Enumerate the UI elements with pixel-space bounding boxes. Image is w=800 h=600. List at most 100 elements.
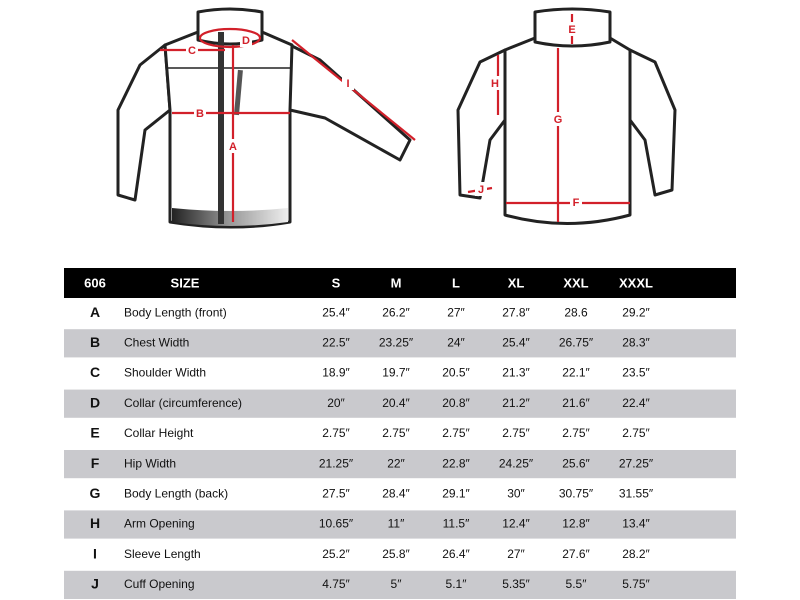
label-background (570, 195, 582, 209)
size-value: 2.75″ (382, 426, 410, 440)
measurement-name: Shoulder Width (124, 366, 206, 380)
size-value: 21.3″ (502, 366, 530, 380)
size-value: 20.5″ (442, 366, 470, 380)
row-letter: E (90, 425, 99, 441)
row-letter: F (91, 455, 100, 471)
measurement-name: Collar Height (124, 426, 194, 440)
size-value: 2.75″ (442, 426, 470, 440)
row-letter: H (90, 515, 100, 531)
size-table: 606 SIZE S M L XL XXL XXXL A Body Length (front) 2… (64, 268, 736, 599)
measurement-name: Sleeve Length (124, 547, 201, 561)
size-value: 28.3″ (622, 335, 650, 349)
row-letter: D (90, 394, 100, 410)
size-value: 21.6″ (562, 396, 590, 410)
size-value: 5″ (391, 577, 403, 591)
size-value: 26.2″ (382, 305, 410, 319)
measurement-name: Cuff Opening (124, 577, 195, 591)
measurement-name: Arm Opening (124, 517, 195, 531)
size-value: 29.1″ (442, 486, 470, 500)
label-background (194, 106, 206, 120)
header-cell: XL (508, 275, 525, 290)
header-cell: XXXL (619, 275, 653, 290)
size-value: 23.5″ (622, 366, 650, 380)
size-value: 18.9″ (322, 366, 350, 380)
label-background (475, 182, 487, 196)
size-value: 11.5″ (443, 517, 470, 531)
row-shade (64, 450, 736, 479)
size-value: 31.55″ (619, 486, 654, 500)
size-value: 5.35″ (502, 577, 530, 591)
label-background (342, 76, 354, 90)
size-value: 30″ (507, 486, 525, 500)
label-background (240, 33, 252, 47)
size-value: 2.75″ (322, 426, 350, 440)
header-cell: 606 (84, 275, 106, 290)
size-value: 22.4″ (622, 396, 650, 410)
size-value: 11″ (388, 517, 405, 531)
measurement-name: Body Length (back) (124, 486, 228, 500)
size-value: 27.6″ (562, 547, 590, 561)
size-value: 2.75″ (562, 426, 590, 440)
row-shade (64, 570, 736, 599)
header-bar (64, 268, 736, 298)
size-value: 27″ (507, 547, 525, 561)
size-value: 12.8″ (562, 517, 590, 531)
size-value: 28.4″ (382, 486, 410, 500)
size-value: 24″ (447, 335, 465, 349)
measurement-letter: C (188, 45, 196, 57)
size-value: 28.2″ (622, 547, 650, 561)
back-jacket-drawing (456, 7, 677, 225)
measurement-letter: A (229, 141, 237, 153)
size-value: 4.75″ (322, 577, 350, 591)
label-background (227, 139, 239, 153)
size-value: 28.6 (564, 305, 588, 319)
row-letter: A (90, 304, 100, 320)
size-value: 30.75″ (559, 486, 594, 500)
size-value: 22.8″ (442, 456, 470, 470)
measurement-letter: I (346, 78, 349, 90)
size-value: 10.65″ (319, 517, 354, 531)
measurement-letter: D (242, 35, 250, 47)
size-value: 26.4″ (442, 547, 470, 561)
front-jacket-drawing (116, 7, 412, 229)
size-value: 25.8″ (382, 547, 410, 561)
size-value: 27.25″ (619, 456, 654, 470)
size-value: 27.8″ (502, 305, 530, 319)
measurement-letter: F (573, 197, 580, 209)
size-value: 12.4″ (502, 517, 530, 531)
measurement-lines (160, 14, 630, 222)
size-value: 2.75″ (502, 426, 530, 440)
row-letter: C (90, 364, 100, 380)
size-value: 19.7″ (382, 366, 410, 380)
measurement-letter: B (196, 108, 204, 120)
row-letter: J (91, 576, 99, 592)
size-value: 5.5″ (566, 577, 588, 591)
size-value: 27.5″ (322, 486, 350, 500)
size-value: 27″ (447, 305, 465, 319)
size-value: 21.25″ (319, 456, 354, 470)
label-background (489, 76, 501, 90)
size-value: 25.4″ (502, 335, 530, 349)
size-value: 21.2″ (502, 396, 530, 410)
label-background (552, 112, 564, 126)
size-value: 22.5″ (322, 335, 350, 349)
measurement-name: Chest Width (124, 335, 189, 349)
size-value: 23.25″ (379, 335, 414, 349)
size-value: 2.75″ (622, 426, 650, 440)
size-value: 25.6″ (562, 456, 590, 470)
row-letter: I (93, 545, 97, 561)
header-cell: M (391, 275, 402, 290)
header-cell: L (452, 275, 460, 290)
size-value: 5.75″ (622, 577, 650, 591)
size-value: 29.2″ (622, 305, 650, 319)
size-value: 25.4″ (322, 305, 350, 319)
size-value: 22″ (387, 456, 405, 470)
header-cell: XXL (563, 275, 588, 290)
size-value: 24.25″ (499, 456, 534, 470)
size-value: 20.4″ (382, 396, 410, 410)
header-cell: S (332, 275, 341, 290)
row-letter: G (90, 485, 101, 501)
header-cell: SIZE (171, 275, 200, 290)
row-shade (64, 329, 736, 358)
